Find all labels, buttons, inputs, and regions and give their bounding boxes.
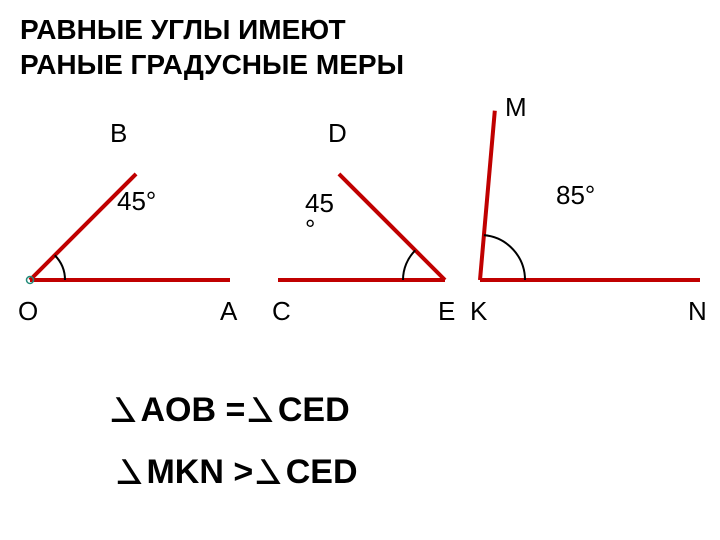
ray-label: B (110, 118, 127, 149)
angle-symbol: ∠ (253, 453, 283, 493)
vertex-label: E (438, 296, 455, 327)
angle-symbol: ∠ (245, 391, 275, 431)
ray-label: D (328, 118, 347, 149)
diagram-svg (0, 100, 720, 340)
ray-label: M (505, 92, 527, 123)
equation: ∠AOB =∠CED (108, 390, 350, 430)
eq-op: = (226, 391, 246, 429)
degree-label: 85° (556, 180, 595, 211)
eq-lhs: AOB (140, 391, 216, 429)
angle-symbol: ∠ (108, 391, 138, 431)
equation: ∠MKN >∠CED (114, 452, 358, 492)
vertex-label: K (470, 296, 487, 327)
end-label: A (220, 296, 237, 327)
angle-diagram: B45°OAD45 °ECM85°KN (0, 100, 720, 340)
degree-label: 45° (117, 186, 156, 217)
page-title: РАВНЫЕ УГЛЫ ИМЕЮТ РАНЫЕ ГРАДУСНЫЕ МЕРЫ (20, 12, 404, 82)
eq-rhs: CED (278, 391, 350, 429)
end-label: N (688, 296, 707, 327)
vertex-label: O (18, 296, 38, 327)
angle-symbol: ∠ (114, 453, 144, 493)
eq-lhs: MKN (146, 453, 223, 491)
eq-op: > (233, 453, 253, 491)
end-label: C (272, 296, 291, 327)
eq-rhs: CED (286, 453, 358, 491)
degree-label: 45 ° (305, 190, 334, 242)
